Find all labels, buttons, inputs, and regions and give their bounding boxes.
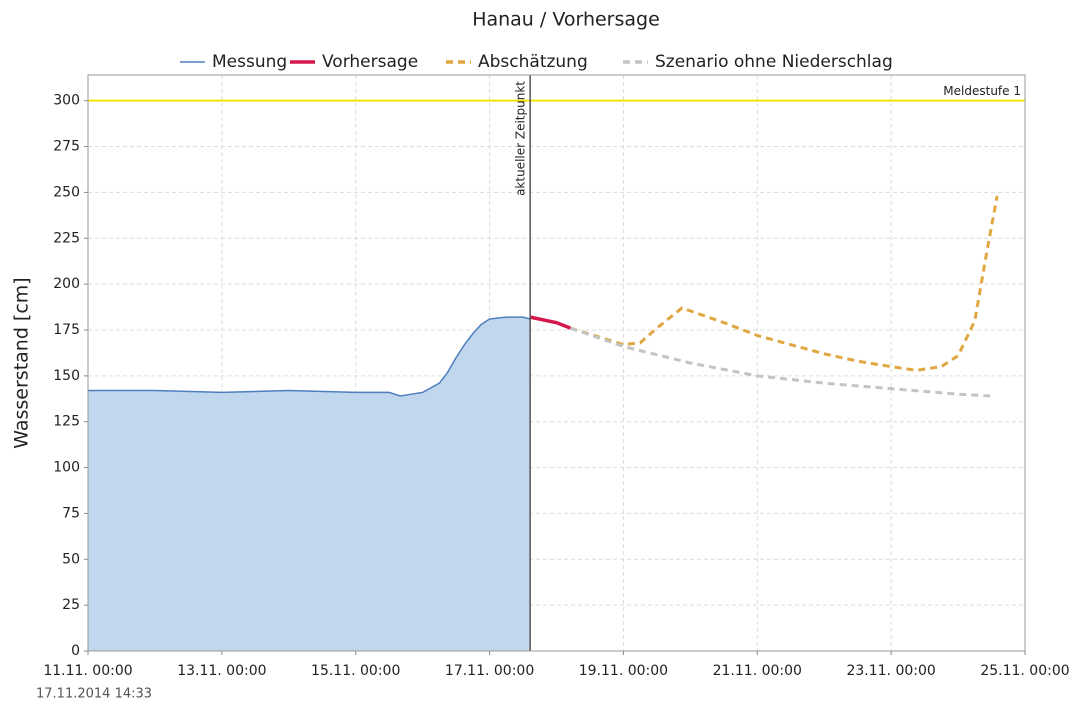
plot-frame [87,74,1026,652]
legend-label: Szenario ohne Niederschlag [655,52,893,72]
y-tick-label: 175 [53,322,80,338]
x-tick-label: 21.11. 00:00 [713,663,802,679]
y-axis-label: Wasserstand [cm] [11,277,33,448]
y-tick-label: 100 [53,460,80,476]
x-tick-label: 25.11. 00:00 [980,663,1069,679]
footer: 17.11.2014 14:33 [36,687,152,702]
legend-label: Abschätzung [478,52,588,72]
legend-label: Messung [212,52,287,72]
y-tick-label: 300 [53,93,80,109]
x-tick-label: 19.11. 00:00 [579,663,668,679]
chart-title: Hanau / Vorhersage [472,9,660,31]
y-tick-label: 75 [62,505,80,521]
threshold-label: Meldestufe 1 [943,84,1021,98]
y-tick-label: 0 [71,643,80,659]
y-tick-label: 125 [53,414,80,430]
y-tick-label: 25 [62,597,80,613]
legend-label: Vorhersage [322,52,418,72]
y-tick-label: 225 [53,230,80,246]
series-line [569,195,999,372]
x-tick-label: 23.11. 00:00 [846,663,935,679]
series-line [88,316,531,397]
y-tick-label: 200 [53,276,80,292]
x-tick-label: 15.11. 00:00 [311,663,400,679]
area [88,317,531,651]
x-tick-label: 11.11. 00:00 [43,663,132,679]
series-line [529,315,572,330]
x-tick-label: 17.11. 00:00 [445,663,534,679]
current-time-label: aktueller Zeitpunkt [514,81,528,196]
x-tick-label: 13.11. 00:00 [177,663,266,679]
y-tick-label: 150 [53,368,80,384]
y-tick-label: 250 [53,184,80,200]
y-tick-label: 50 [62,551,80,567]
y-tick-label: 275 [53,139,80,155]
